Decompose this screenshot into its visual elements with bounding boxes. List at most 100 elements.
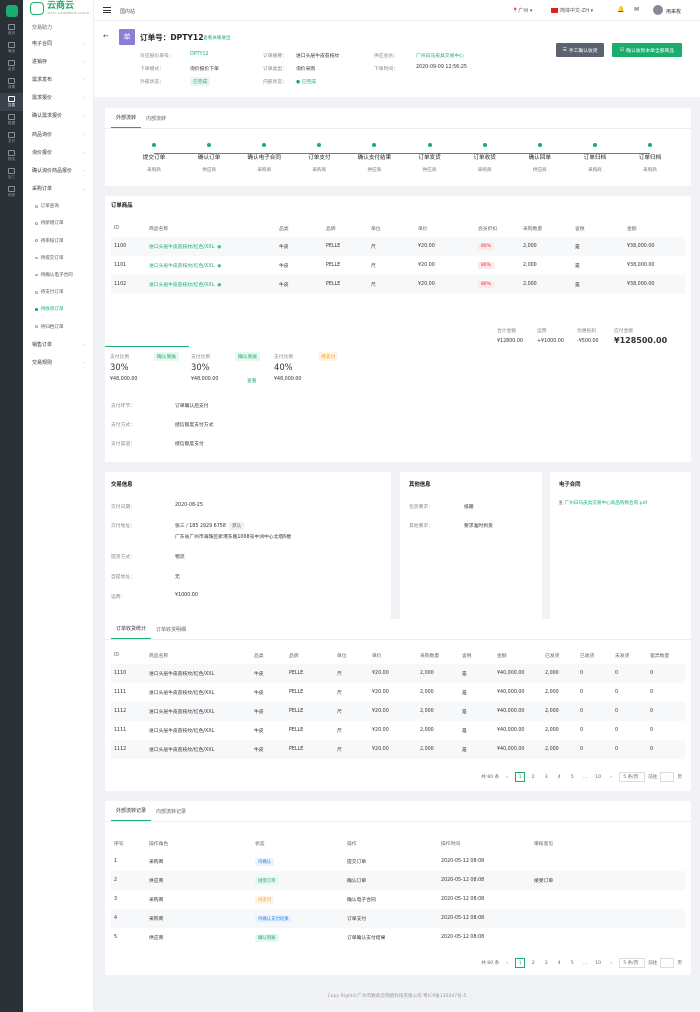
page-button[interactable]: 3	[544, 960, 548, 966]
sidebar-subitem[interactable]: 待审核订单	[23, 232, 93, 249]
order-field-value[interactable]: DPTY12	[190, 52, 209, 57]
eye-icon[interactable]: ◉	[217, 245, 222, 250]
page-button[interactable]: 3	[544, 774, 548, 780]
step-dot	[262, 143, 267, 147]
prev-page-button[interactable]: ‹	[506, 774, 509, 780]
brand-logo[interactable]: 云商云 INTEL COMMERCE CLOUD	[30, 2, 89, 15]
rail-item-2[interactable]: 会员	[0, 57, 23, 75]
sidebar-subitem[interactable]: 待收货订单	[23, 301, 93, 318]
product-link[interactable]: 进口头层牛皮荔枝纹/红色/XXL	[149, 245, 215, 250]
sidebar-item[interactable]: 确认需求报价 ›	[23, 107, 93, 125]
order-field-value[interactable]: 广州白马皮具交易中心	[416, 54, 464, 59]
rail-item-5[interactable]: 数据	[0, 111, 23, 129]
rail-item-7[interactable]: 物流	[0, 147, 23, 165]
tab-receipt-detail[interactable]: 订单收货明细	[156, 627, 187, 633]
sidebar-item[interactable]: 需求发布 ›	[23, 70, 93, 88]
order-field-label: 订单类型：	[263, 67, 287, 72]
eye-icon[interactable]: ◉	[217, 283, 222, 288]
goto-page-input[interactable]	[660, 958, 675, 968]
rail-item-1[interactable]: 商品	[0, 39, 23, 57]
notification-icon[interactable]: 🔔	[617, 6, 625, 13]
back-arrow-icon[interactable]: ←	[103, 32, 109, 40]
sidebar-item[interactable]: 询价报价 ›	[23, 143, 93, 161]
sidebar-subitem[interactable]: 待支付订单	[23, 284, 93, 301]
table-cell: ¥20.00	[372, 690, 389, 695]
sidebar-item[interactable]: 商品询价 ›	[23, 125, 93, 143]
product-link[interactable]: 进口头层牛皮荔枝纹/红色/XXL	[149, 264, 215, 269]
sidebar-item[interactable]: 进销存 ›	[23, 52, 93, 70]
pay-stage-label: 支付比例	[110, 355, 130, 360]
table-cell: 进口头层牛皮荔枝纹/红色/XXL	[149, 691, 215, 696]
table-cell: 供应商	[149, 936, 164, 941]
table-cell[interactable]: 进口头层牛皮荔枝纹/红色/XXL ◉	[146, 275, 276, 294]
table-cell: 1111	[114, 690, 127, 695]
next-page-button[interactable]: ›	[610, 960, 613, 966]
rail-item-3[interactable]: 详情	[0, 75, 23, 93]
sidebar-item-label: 确认需求报价	[32, 113, 63, 120]
next-page-button[interactable]: ›	[610, 774, 613, 780]
page-button[interactable]: 1	[515, 772, 526, 782]
sidebar-subitem[interactable]: 待提交订单	[23, 249, 93, 266]
page-button[interactable]: 1	[515, 958, 526, 968]
sidebar-item[interactable]: 确认询价商品报价 ›	[23, 161, 93, 179]
rail-item-8[interactable]: 加工	[0, 165, 23, 183]
page-button[interactable]: 5	[570, 774, 574, 780]
menu-toggle-icon[interactable]	[103, 7, 111, 13]
page-button[interactable]: 10	[595, 774, 602, 780]
summary-value: ¥128500.00	[614, 336, 668, 345]
table-cell: 是	[462, 691, 467, 696]
table-cell[interactable]: 进口头层牛皮荔枝纹/红色/XXL ◉	[146, 256, 276, 275]
sidebar-item[interactable]: 采购订单 ⌄	[23, 180, 93, 198]
sidebar-subitem-label: 待归档订单	[40, 324, 64, 330]
confirm-receipt-button[interactable]: ☑ 确认收到本单全部商品	[612, 43, 682, 57]
contract-file-link[interactable]: 🗎 广州白马皮具交易中心商品购销合同.pdf	[559, 501, 648, 506]
page-size-select[interactable]: 5 条/页	[619, 958, 646, 968]
sidebar-item[interactable]: 需求报价 ›	[23, 89, 93, 107]
page-button[interactable]: 2	[531, 960, 535, 966]
product-link[interactable]: 进口头层牛皮荔枝纹/红色/XXL	[149, 283, 215, 288]
rail-item-0[interactable]: 首页	[0, 21, 23, 39]
sidebar-item[interactable]: 电子合同 ›	[23, 34, 93, 52]
sidebar-item[interactable]: 交易规则 ›	[23, 353, 93, 371]
related-link[interactable]: 查看关联进出	[203, 36, 231, 41]
avatar[interactable]	[653, 5, 663, 15]
tab-external-flow[interactable]: 外部流转	[111, 114, 142, 128]
tab-receipt-stats[interactable]: 订单收货统计	[111, 625, 152, 639]
message-icon[interactable]: ✉	[634, 6, 640, 13]
rail-item-6[interactable]: 支付	[0, 129, 23, 147]
page-button[interactable]: 10	[595, 960, 602, 966]
rail-item-9[interactable]: 系统	[0, 183, 23, 201]
table-cell[interactable]: 进口头层牛皮荔枝纹/红色/XXL ◉	[146, 237, 276, 256]
page-button[interactable]: 5	[570, 960, 574, 966]
sidebar-subitem[interactable]: 待新增订单	[23, 215, 93, 232]
step-role: 供应商	[367, 168, 382, 173]
language-selector[interactable]: 简体中文-ZH ▾	[551, 7, 593, 14]
table-cell: 0	[650, 728, 654, 733]
manual-receipt-button[interactable]: ☰ 手工确认收货	[556, 43, 604, 57]
column-header: 采购数量	[420, 653, 440, 659]
tab-external-records[interactable]: 外部流转记录	[111, 807, 152, 821]
column-header: 未发货	[615, 653, 630, 659]
goto-page-input[interactable]	[660, 772, 675, 782]
chevron-right-icon: ›	[83, 167, 85, 173]
tab-internal-records[interactable]: 内部流转记录	[156, 809, 187, 815]
sidebar-subitem[interactable]: 待归档订单	[23, 318, 93, 335]
location-selector[interactable]: 📍广州 ▾	[512, 8, 533, 14]
table-cell: 确认到账	[252, 928, 344, 947]
page-button[interactable]: 2	[531, 774, 535, 780]
username[interactable]: 用来枚	[666, 9, 682, 15]
page-size-select[interactable]: 5 条/页	[619, 772, 646, 782]
sidebar-subitem[interactable]: 订单查询	[23, 198, 93, 215]
view-payment-link[interactable]: 查看	[247, 379, 257, 384]
tab-internal-flow[interactable]: 内部流转	[146, 116, 167, 122]
prev-page-button[interactable]: ‹	[506, 960, 509, 966]
page-button[interactable]: ...	[582, 774, 588, 780]
eye-icon[interactable]: ◉	[217, 264, 222, 269]
page-button[interactable]: ...	[582, 960, 588, 966]
site-label[interactable]: 国内站	[120, 9, 136, 15]
sidebar-subitem[interactable]: 待确认电子合同	[23, 266, 93, 283]
page-button[interactable]: 4	[557, 774, 561, 780]
rail-item-4[interactable]: 交易	[0, 93, 23, 111]
sidebar-item[interactable]: 销售订单 ›	[23, 335, 93, 353]
page-button[interactable]: 4	[557, 960, 561, 966]
